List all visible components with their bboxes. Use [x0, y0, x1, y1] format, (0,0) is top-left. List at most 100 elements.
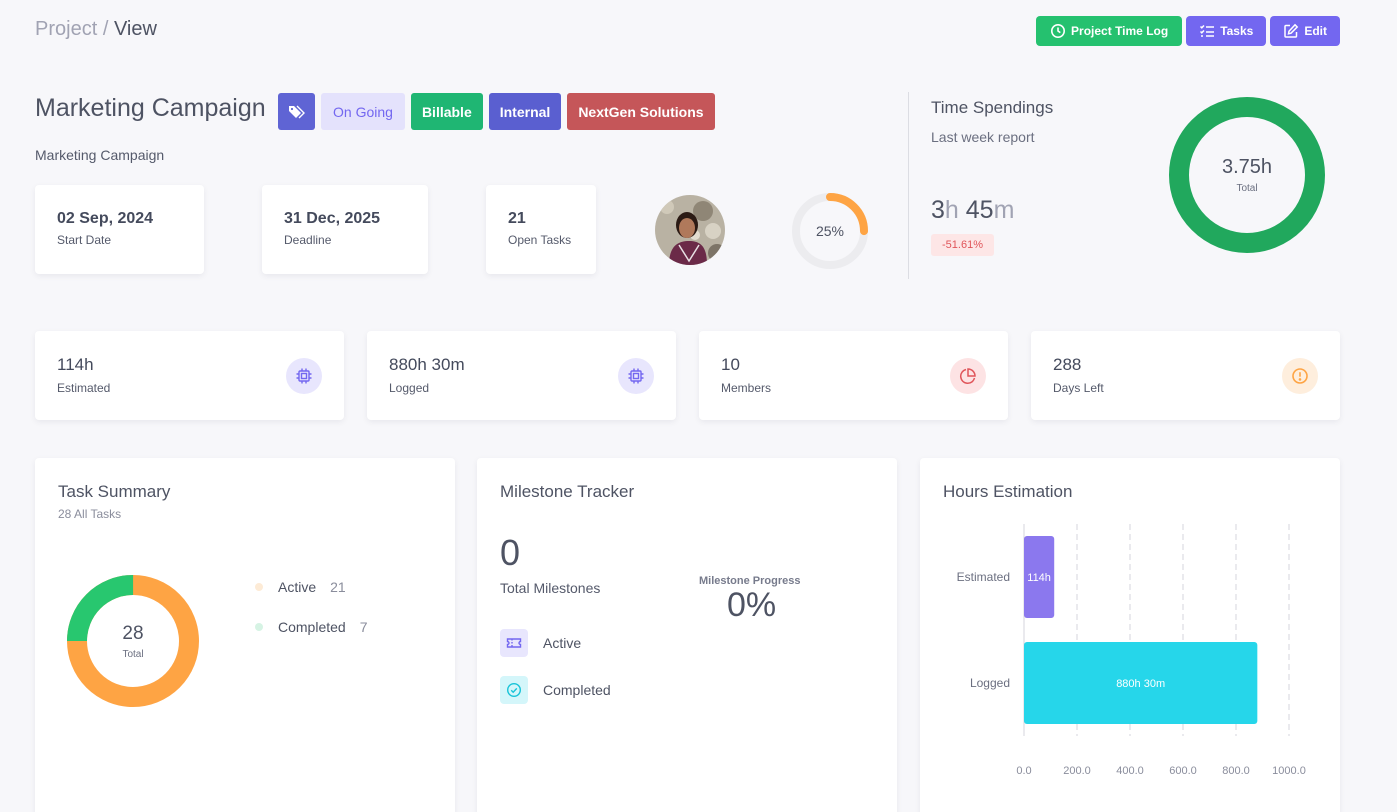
project-tags: On Going Billable Internal NextGen Solut… [278, 93, 715, 130]
bar-data-label: 880h 30m [1116, 678, 1165, 690]
time-spendings-subtitle: Last week report [931, 129, 1035, 145]
check-circle-icon [506, 682, 522, 698]
task-total-value: 28 [122, 622, 144, 644]
breadcrumb-parent[interactable]: Project [35, 18, 98, 40]
x-tick-label: 400.0 [1116, 765, 1144, 777]
y-category-label: Estimated [957, 570, 1010, 584]
header-actions: Project Time Log Tasks Edit [1036, 16, 1340, 46]
days-left-value: 288 [1053, 355, 1082, 374]
task-summary-panel: Task Summary 28 All Tasks 28 Total Activ… [35, 458, 455, 812]
project-description: Marketing Campaign [35, 147, 165, 163]
milestone-title: Milestone Tracker [500, 482, 635, 501]
bar-estimated [1024, 536, 1055, 618]
milestone-progress-value: 0% [727, 586, 777, 624]
logged-label: Logged [389, 381, 430, 395]
time-spendings-title: Time Spendings [931, 98, 1054, 117]
pie-chart-icon [960, 368, 976, 384]
legend-item-completed[interactable]: Completed 7 [255, 617, 368, 637]
x-tick-label: 200.0 [1063, 765, 1091, 777]
project-title: Marketing Campaign [35, 94, 266, 122]
x-tick-label: 800.0 [1222, 765, 1250, 777]
edit-button[interactable]: Edit [1270, 16, 1340, 46]
active-dot-icon [255, 583, 263, 591]
type-badge: Internal [488, 93, 562, 130]
time-log-label: Project Time Log [1071, 24, 1169, 38]
time-total-value: 3.75h [1221, 156, 1273, 178]
checklist-icon [1200, 24, 1215, 37]
milestone-active-label: Active [543, 635, 582, 651]
milestone-completed-row[interactable]: Completed [500, 676, 611, 704]
start-date-value: 02 Sep, 2024 [57, 210, 154, 227]
hours-value: 3 [931, 196, 945, 224]
start-date-label: Start Date [57, 233, 112, 247]
project-progress-ring: 25% [790, 191, 870, 271]
logged-icon-wrap [618, 358, 654, 394]
tags-icon [288, 105, 305, 118]
breadcrumb-current: View [113, 18, 157, 40]
y-category-label: Logged [970, 676, 1010, 690]
bar-data-label: 114h [1027, 572, 1051, 584]
logged-value: 880h 30m [389, 355, 465, 374]
bar-logged [1024, 642, 1258, 724]
breadcrumb-separator: / [102, 18, 109, 40]
section-divider [908, 92, 909, 279]
estimated-icon-wrap [286, 358, 322, 394]
members-label: Members [721, 381, 772, 395]
tag-button[interactable] [278, 93, 315, 130]
milestone-total-value: 0 [500, 532, 521, 573]
ticket-icon [506, 638, 522, 648]
tasks-label: Tasks [1220, 24, 1254, 38]
hours-unit: h [944, 196, 959, 224]
members-card: 10 Members [699, 331, 1008, 420]
member-avatar[interactable] [655, 195, 725, 265]
open-tasks-card: 21 Open Tasks [486, 185, 596, 274]
legend-count: 7 [359, 619, 368, 635]
minutes-unit: m [993, 196, 1015, 224]
task-summary-subtitle: 28 All Tasks [58, 507, 122, 521]
clock-icon [1051, 24, 1066, 38]
milestone-progress-label: Milestone Progress [699, 575, 801, 587]
milestone-tracker-panel: Milestone Tracker 0 Total Milestones Mil… [477, 458, 897, 812]
task-total-label: Total [122, 648, 144, 660]
open-tasks-value: 21 [508, 210, 526, 227]
x-tick-label: 0.0 [1016, 765, 1031, 777]
client-badge: NextGen Solutions [567, 93, 715, 130]
legend-item-active[interactable]: Active 21 [255, 577, 368, 597]
time-spent-value: 3h 45m [931, 196, 1014, 225]
time-total-label: Total [1236, 183, 1258, 194]
ticket-icon-wrap [500, 629, 528, 657]
alert-circle-icon [1292, 368, 1308, 384]
deadline-value: 31 Dec, 2025 [284, 210, 381, 227]
hours-estimation-chart: 0.0 200.0 400.0 600.0 800.0 1000.0 Estimated 11… [957, 524, 1306, 777]
deadline-card: 31 Dec, 2025 Deadline [262, 185, 428, 274]
cpu-icon [628, 368, 644, 384]
breadcrumb: Project / View [35, 16, 1340, 42]
time-total-ring: 3.75h Total [1168, 96, 1326, 254]
legend-label: Completed [278, 619, 346, 635]
milestone-completed-label: Completed [543, 682, 611, 698]
tasks-button[interactable]: Tasks [1186, 16, 1267, 46]
edit-label: Edit [1304, 24, 1327, 38]
change-badge: -51.61% [931, 234, 994, 256]
task-summary-donut: 28 Total [65, 573, 201, 709]
members-value: 10 [721, 355, 740, 374]
completed-dot-icon [255, 623, 263, 631]
cpu-icon [296, 368, 312, 384]
check-icon-wrap [500, 676, 528, 704]
legend-count: 21 [330, 579, 346, 595]
hours-estimation-title: Hours Estimation [943, 482, 1073, 501]
status-badge: On Going [321, 93, 405, 130]
milestone-active-row[interactable]: Active [500, 629, 581, 657]
billing-badge: Billable [410, 93, 483, 130]
estimated-value: 114h [57, 355, 94, 374]
project-time-log-button[interactable]: Project Time Log [1036, 16, 1183, 46]
task-summary-title: Task Summary [58, 482, 171, 501]
members-icon-wrap [950, 358, 986, 394]
days-left-card: 288 Days Left [1031, 331, 1340, 420]
days-left-label: Days Left [1053, 381, 1104, 395]
open-tasks-label: Open Tasks [508, 233, 572, 247]
deadline-label: Deadline [284, 233, 332, 247]
hours-estimation-panel: Hours Estimation 0.0 200.0 400.0 600.0 800.0… [920, 458, 1340, 812]
milestone-total-label: Total Milestones [500, 580, 601, 596]
start-date-card: 02 Sep, 2024 Start Date [35, 185, 204, 274]
